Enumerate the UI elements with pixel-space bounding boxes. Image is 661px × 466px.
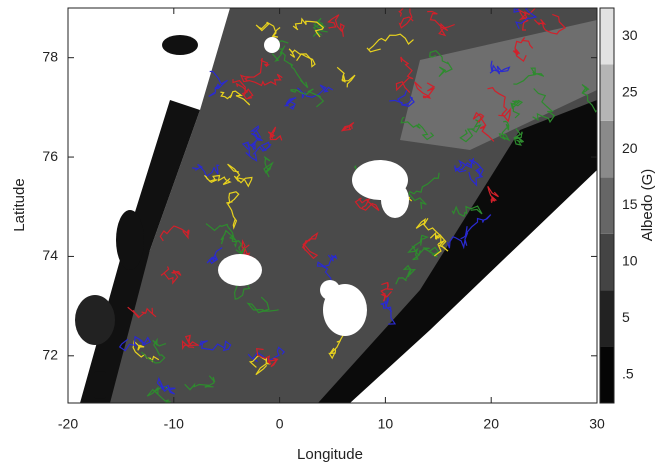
colorbar-tick-label: 20 bbox=[622, 140, 638, 156]
colorbar-band bbox=[600, 290, 614, 346]
colorbar-band bbox=[600, 8, 614, 64]
y-tick-label: 78 bbox=[42, 48, 58, 64]
y-tick-label: 72 bbox=[42, 347, 58, 363]
x-axis-label: Longitude bbox=[297, 446, 363, 463]
blob bbox=[86, 371, 114, 399]
colorbar-tick-label: 15 bbox=[622, 196, 638, 212]
x-tick-label: 0 bbox=[276, 416, 284, 432]
cloud bbox=[218, 254, 262, 286]
x-tick-label: 30 bbox=[589, 416, 605, 432]
blob bbox=[116, 210, 144, 270]
y-axis-label: Latitude bbox=[11, 178, 28, 231]
y-tick-label: 74 bbox=[42, 247, 58, 263]
colorbar-band bbox=[600, 64, 614, 120]
colorbar-tick-label: 25 bbox=[622, 83, 638, 99]
colorbar-tick-label: 30 bbox=[622, 27, 638, 43]
y-tick-label: 76 bbox=[42, 148, 58, 164]
colorbar-band bbox=[600, 234, 614, 290]
x-tick-label: 10 bbox=[378, 416, 394, 432]
x-tick-label: -20 bbox=[58, 416, 78, 432]
colorbar-tick-label: 5 bbox=[622, 309, 630, 325]
colorbar-tick-label: .5 bbox=[622, 365, 634, 381]
cloud bbox=[320, 280, 340, 300]
blob bbox=[75, 295, 115, 345]
colorbar-band bbox=[600, 347, 614, 403]
colorbar-tick-label: 10 bbox=[622, 253, 638, 269]
cloud bbox=[381, 182, 409, 218]
x-tick-label: 20 bbox=[483, 416, 499, 432]
blob bbox=[162, 35, 198, 55]
colorbar-band bbox=[600, 121, 614, 177]
colorbar-label: Albedo (G) bbox=[639, 169, 656, 242]
map-image bbox=[68, 5, 607, 403]
colorbar-band bbox=[600, 177, 614, 233]
cloud bbox=[264, 37, 280, 53]
x-tick-label: -10 bbox=[164, 416, 184, 432]
figure: Longitude Latitude Albedo (G) -20 -10 0 10 2… bbox=[0, 0, 661, 466]
